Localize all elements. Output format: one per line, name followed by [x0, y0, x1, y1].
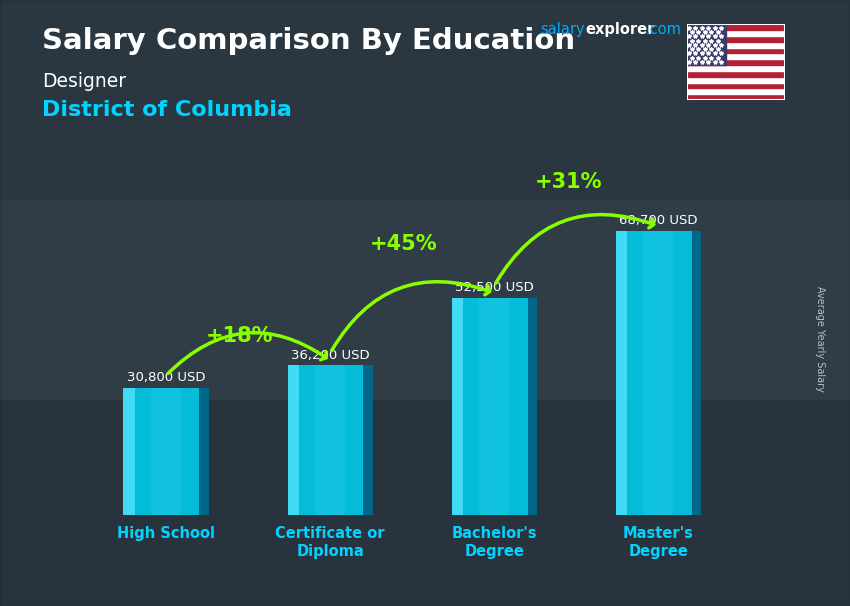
Text: +45%: +45% — [371, 234, 438, 254]
Text: 68,700 USD: 68,700 USD — [619, 215, 698, 227]
Text: Average Yearly Salary: Average Yearly Salary — [815, 287, 825, 392]
Bar — [200, 388, 209, 515]
Bar — [151, 388, 181, 515]
Text: explorer: explorer — [586, 22, 655, 38]
Bar — [687, 30, 785, 36]
Bar — [315, 365, 345, 515]
Bar — [615, 231, 701, 515]
Text: +31%: +31% — [535, 172, 602, 192]
Bar — [123, 388, 209, 515]
Text: Salary Comparison By Education: Salary Comparison By Education — [42, 27, 575, 55]
Text: District of Columbia: District of Columbia — [42, 100, 292, 120]
Bar — [687, 71, 785, 77]
Text: 30,800 USD: 30,800 USD — [127, 371, 206, 384]
Bar — [687, 36, 785, 42]
Bar — [687, 24, 726, 65]
Bar — [123, 388, 134, 515]
Text: .com: .com — [645, 22, 681, 38]
Text: Designer: Designer — [42, 72, 127, 90]
Bar — [687, 59, 785, 65]
Text: salary: salary — [540, 22, 584, 38]
Bar — [287, 365, 373, 515]
Bar — [687, 47, 785, 53]
Bar — [451, 298, 462, 515]
Bar — [643, 231, 673, 515]
Text: 36,200 USD: 36,200 USD — [291, 348, 370, 362]
Bar — [692, 231, 701, 515]
Text: +18%: +18% — [207, 326, 274, 346]
Text: 52,500 USD: 52,500 USD — [455, 281, 534, 295]
Bar — [687, 24, 785, 30]
Bar — [364, 365, 373, 515]
Bar — [687, 53, 785, 59]
Bar — [687, 94, 785, 100]
Bar — [451, 298, 537, 515]
Bar — [528, 298, 537, 515]
Bar — [687, 65, 785, 71]
Bar — [479, 298, 509, 515]
Bar — [287, 365, 298, 515]
Bar — [615, 231, 626, 515]
Bar — [687, 88, 785, 94]
Bar — [687, 82, 785, 88]
Bar — [687, 42, 785, 47]
Bar — [687, 77, 785, 82]
